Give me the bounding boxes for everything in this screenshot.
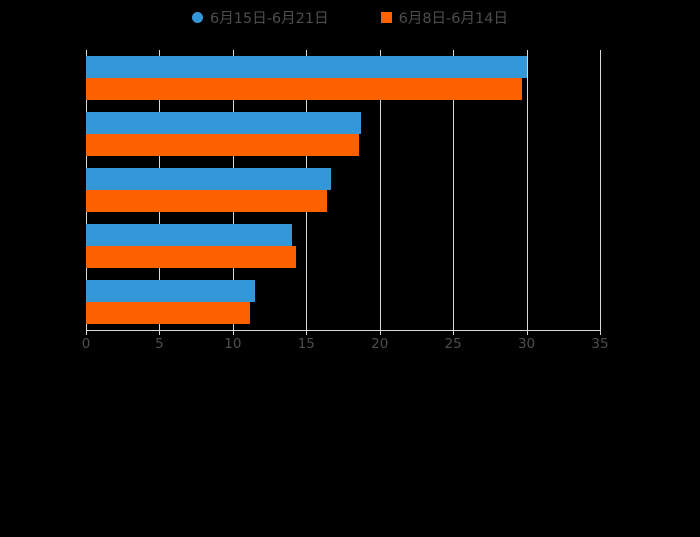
legend-label-series-1: 6月15日-6月21日 — [210, 10, 329, 27]
gridline-x — [379, 50, 381, 330]
gridline-x — [600, 50, 601, 330]
x-tick-label: 15 — [297, 336, 315, 352]
x-tick-label: 0 — [81, 336, 91, 352]
circle-marker-blue-icon — [192, 11, 204, 23]
legend-item-series-2[interactable]: 6月8日-6月14日 — [380, 7, 508, 28]
bar-series-1[interactable] — [86, 224, 292, 246]
x-tick-mark — [600, 330, 601, 335]
x-tick-label: 10 — [224, 336, 242, 352]
legend-label-series-2: 6月8日-6月14日 — [398, 10, 508, 27]
x-tick-label: 30 — [517, 336, 536, 352]
x-axis-line — [86, 330, 601, 331]
x-tick-label: 20 — [371, 336, 389, 352]
x-tick-mark — [453, 330, 455, 335]
x-tick-mark — [379, 330, 381, 335]
x-tick-mark — [159, 330, 161, 335]
bar-series-2[interactable] — [86, 190, 327, 212]
bar-series-2[interactable] — [86, 78, 523, 100]
chart-legend: 6月15日-6月21日 6月8日-6月14日 — [0, 5, 700, 29]
bar-series-2[interactable] — [86, 134, 360, 156]
bar-chart: 6月15日-6月21日 6月8日-6月14日 美国其他德国中国日本 0 5 10 15… — [0, 5, 700, 352]
x-tick-label: 25 — [444, 336, 462, 352]
bar-series-1[interactable] — [86, 280, 255, 302]
square-marker-orange-icon — [380, 11, 392, 23]
x-tick-label: 5 — [155, 336, 164, 352]
bar-series-2[interactable] — [86, 246, 296, 268]
x-tick-mark — [306, 330, 308, 335]
plot-area: 美国其他德国中国日本 — [86, 50, 601, 330]
bar-series-1[interactable] — [86, 56, 527, 78]
bar-series-2[interactable] — [86, 302, 251, 324]
bar-series-1[interactable] — [86, 168, 332, 190]
gridline-x — [453, 50, 455, 330]
x-tick-label: 35 — [591, 336, 609, 352]
x-tick-mark — [86, 330, 87, 335]
legend-item-series-1[interactable]: 6月15日-6月21日 — [192, 7, 329, 28]
gridline-x — [526, 50, 528, 330]
bar-series-1[interactable] — [86, 112, 361, 134]
x-tick-mark — [232, 330, 234, 335]
x-tick-mark — [526, 330, 528, 335]
